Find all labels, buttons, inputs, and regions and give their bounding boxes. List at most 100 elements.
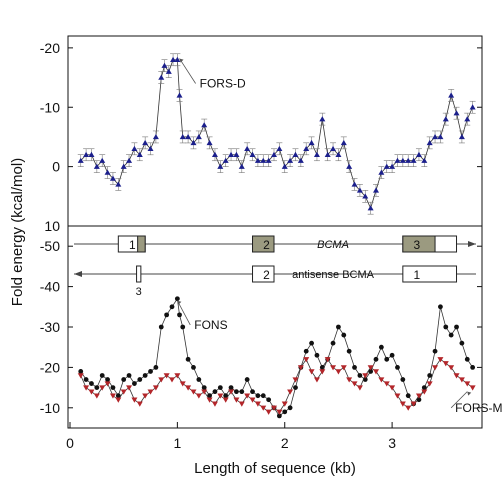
data-point [185,385,192,391]
axes-frame [67,35,483,429]
data-point [137,377,143,382]
data-point [126,157,133,163]
top-ytick-label: 10 [44,218,60,234]
bottom-series-0 [78,296,476,419]
x-axis-title: Length of sequence (kb) [194,460,356,477]
xtick-label: 1 [173,435,181,451]
data-point [421,389,428,395]
data-point [238,163,245,169]
data-point [254,157,261,163]
data-point [438,304,443,310]
data-point [153,365,159,370]
fors-m-pointer [450,391,468,409]
data-point [93,163,100,169]
data-point [174,296,180,302]
bottom-ytick-label: -50 [40,238,60,254]
data-point [89,381,94,386]
data-point [201,389,208,395]
data-point [459,340,465,346]
data-point [308,139,315,146]
fors-m-label: FORS-M [455,401,502,415]
data-point [158,377,165,383]
xtick-label: 3 [388,435,396,451]
data-point [287,405,293,411]
data-point [211,401,218,407]
data-point [405,393,411,399]
data-point [104,169,111,175]
data-point [394,157,401,163]
data-point [109,175,116,181]
data-point [104,381,111,387]
data-point [309,340,314,346]
exon-number: 1 [413,268,420,282]
data-point [105,377,110,382]
data-point [93,393,100,399]
data-point [174,56,181,62]
data-point [351,381,358,387]
data-point [126,373,132,378]
data-point [234,389,239,395]
data-point [415,393,422,399]
data-point [190,389,197,395]
data-point [340,139,347,146]
data-point [211,151,218,157]
data-point [292,377,299,383]
data-point [147,389,154,395]
gene-track-1: 3 2 1 [74,265,476,298]
data-point [147,145,154,152]
data-point [281,163,288,169]
data-point [115,181,122,187]
data-point [319,116,326,122]
data-point [99,373,105,378]
data-point [136,151,143,157]
data-point [206,139,213,146]
data-point [373,369,379,375]
data-point [303,348,309,354]
data-point [212,389,218,395]
data-point [131,397,138,403]
data-point [238,401,245,407]
data-point [174,373,181,379]
data-point [190,139,197,146]
data-point [152,133,159,140]
data-point [448,332,454,338]
data-point [169,377,175,383]
data-point [378,344,384,350]
data-point [115,393,121,399]
data-point [185,356,191,362]
data-point [120,389,127,395]
data-point [464,381,471,387]
data-point [330,340,336,346]
data-point [303,145,310,152]
data-point [152,385,159,391]
data-point [223,393,229,399]
data-point [399,157,406,163]
data-point [362,193,369,199]
data-point [453,110,460,116]
data-point [346,348,352,354]
data-point [395,365,400,370]
series-layer [77,53,476,419]
bottom-series-1 [77,357,476,415]
data-point [249,397,256,403]
data-point [266,397,272,403]
data-point [400,377,406,382]
data-point [217,385,223,390]
data-point [161,62,168,68]
data-point [469,104,476,110]
data-point [432,365,439,371]
data-point [179,381,186,387]
data-point [136,401,143,407]
data-point [169,304,175,310]
gene-tracks: 1 2 3 3 2 1 [74,235,476,298]
data-point [367,205,374,211]
data-point [276,145,283,152]
data-point [233,397,240,403]
data-point [448,365,455,371]
data-point [88,389,95,395]
data-point [120,163,127,169]
data-point [346,163,353,169]
top-series-line [80,59,473,210]
data-point [78,369,84,374]
